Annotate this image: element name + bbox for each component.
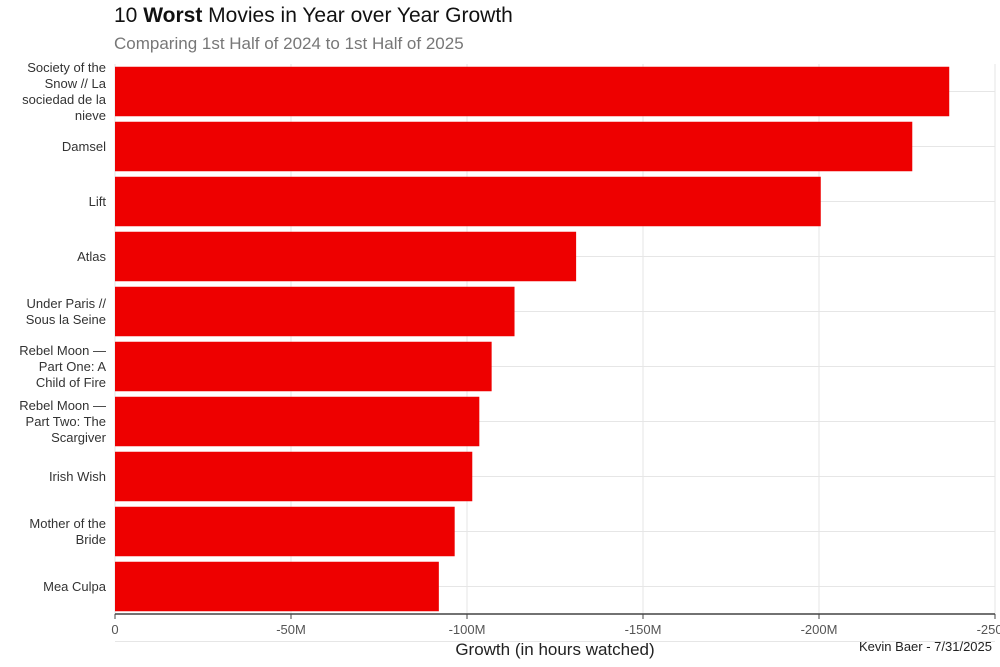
x-tick-label: -250M: [977, 622, 1000, 637]
category-label: Damsel: [62, 139, 106, 154]
category-label: Atlas: [77, 249, 106, 264]
category-label: Irish Wish: [49, 469, 106, 484]
title-suffix: Movies in Year over Year Growth: [208, 4, 513, 27]
bar: [115, 66, 950, 117]
category-label: Lift: [89, 194, 107, 209]
bar: [115, 506, 455, 557]
x-axis-ticks: 0 -50M -100M -150M -200M -250M: [111, 614, 1000, 637]
bars: [115, 66, 950, 612]
bar: [115, 176, 821, 227]
x-axis-label: Growth (in hours watched): [455, 640, 654, 659]
bar: [115, 231, 577, 282]
chart-title: 10 Worst Movies in Year over Year Growth: [114, 4, 513, 28]
bar: [115, 561, 439, 612]
category-label: Mother of the Bride: [29, 516, 106, 547]
title-emphasis: Worst: [143, 4, 203, 27]
x-tick-label: -150M: [625, 622, 662, 637]
bar: [115, 396, 480, 447]
chart-subtitle: Comparing 1st Half of 2024 to 1st Half o…: [114, 34, 464, 53]
author-caption: Kevin Baer - 7/31/2025: [859, 639, 992, 654]
x-tick-label: -50M: [276, 622, 306, 637]
bar: [115, 286, 515, 337]
category-label: Rebel Moon — Part One: A Child of Fire: [19, 343, 106, 390]
title-prefix: 10: [114, 4, 138, 27]
category-labels: Society of the Snow // La sociedad de la ni…: [19, 60, 106, 594]
x-tick-label: -200M: [801, 622, 838, 637]
bar: [115, 341, 492, 392]
bar: [115, 451, 473, 502]
category-label: Rebel Moon — Part Two: The Scargiver: [19, 398, 106, 445]
category-label: Under Paris //Sous la Seine: [26, 296, 107, 327]
category-label: Mea Culpa: [43, 579, 107, 594]
category-label: Society of the Snow // La sociedad de la ni…: [22, 60, 107, 123]
x-tick-label: -100M: [449, 622, 486, 637]
bar: [115, 121, 913, 172]
x-tick-label: 0: [111, 622, 118, 637]
